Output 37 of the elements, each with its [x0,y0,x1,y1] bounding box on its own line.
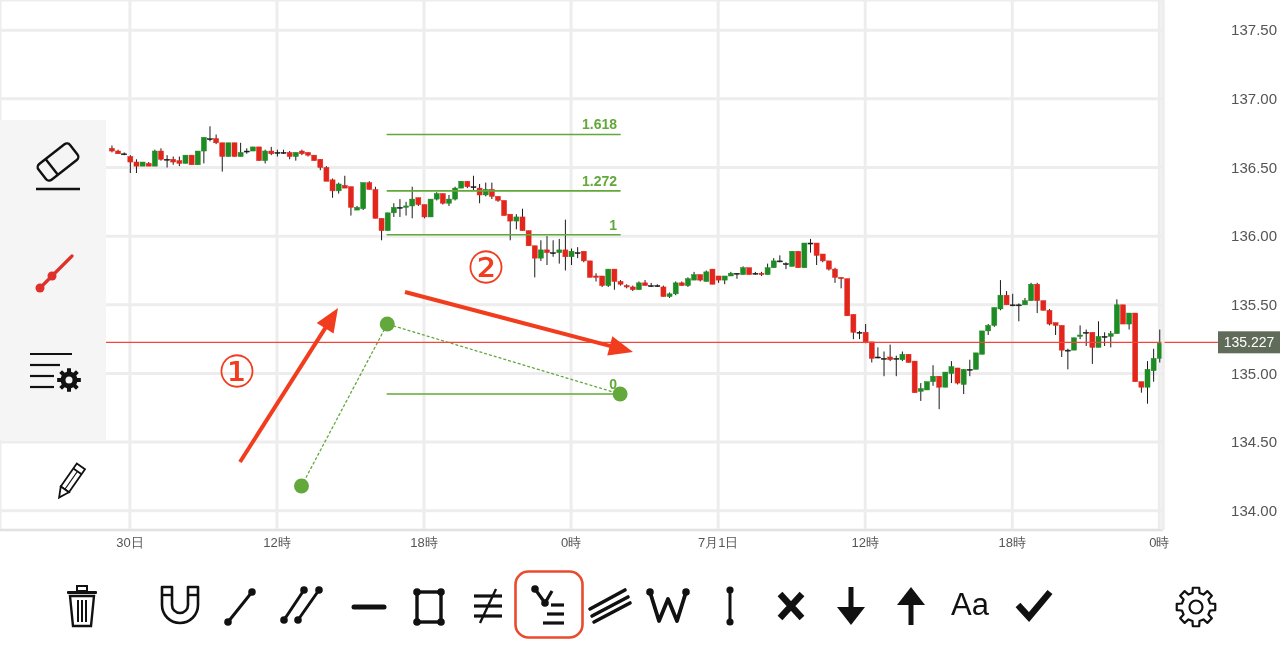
candlestick [1120,304,1126,325]
candlestick [397,198,403,218]
candlestick [936,375,942,410]
candlestick [164,154,170,169]
series-label: 1 [609,216,618,233]
y-tick-label: 137.50 [1231,21,1277,39]
x-tick-label: 0時 [1149,535,1170,551]
candlestick [538,239,544,262]
candlestick [207,125,213,142]
y-tick-label: 134.50 [1231,433,1277,451]
text: Aa [950,586,990,624]
annotation: ① [217,346,257,398]
candlestick [893,355,900,377]
y-tick-label: 137.00 [1231,90,1277,108]
candlestick [1077,324,1083,340]
x-tick-label: 18時 [998,535,1026,551]
candlestick [783,261,789,270]
candlestick [734,272,740,280]
candlestick [562,219,569,271]
x-tick-label: 12時 [263,535,291,551]
series-label: 1.272 [582,172,618,189]
candlestick [550,239,556,258]
y-tick-label: 134.00 [1231,502,1277,520]
x-tick-label: 7月1日 [697,535,739,551]
x-tick-label: 12時 [851,535,879,551]
series-label: 1.618 [582,116,618,133]
y-tick-label: 136.00 [1231,227,1277,245]
x-tick-label: 18時 [410,535,438,551]
ref-line-label: 135.227 [1223,334,1275,351]
x-tick-label: 0時 [560,535,582,551]
y-tick-label: 136.50 [1231,158,1277,176]
y-tick-label: 135.00 [1231,364,1277,382]
x-tick-label: 30日 [116,535,144,551]
annotation: ② [466,242,506,294]
series-label: 0 [609,375,618,392]
candlestick [777,254,783,263]
y-tick-label: 135.50 [1231,296,1277,314]
